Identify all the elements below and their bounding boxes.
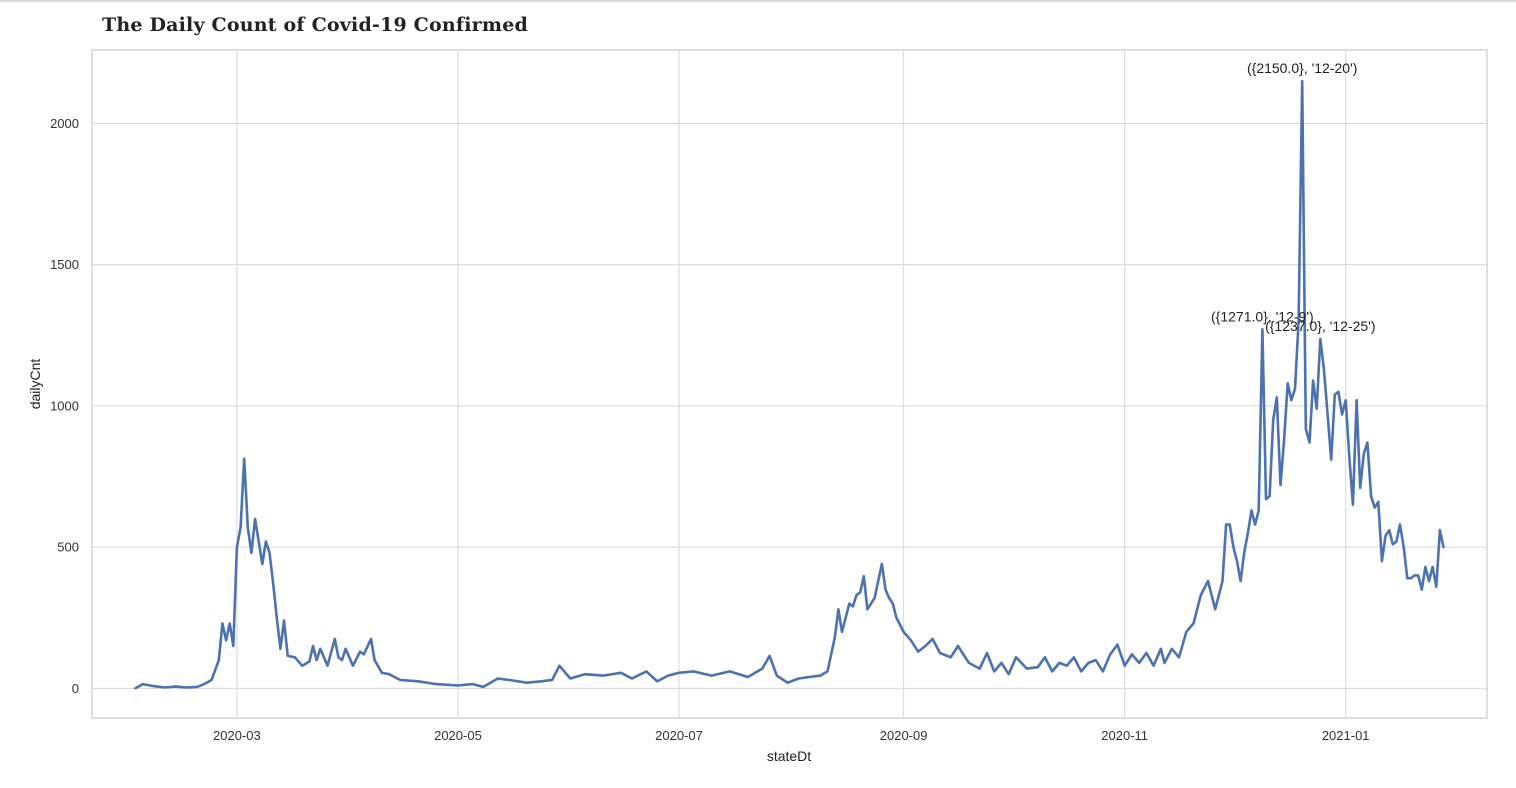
x-tick-label: 2021-01 [1322, 728, 1370, 743]
y-tick-labels: 0 500 1000 1500 2000 [50, 116, 79, 696]
y-tick-label: 2000 [50, 116, 79, 131]
peak-annotations: ({2150.0}, '12-20') ({1271.0}, '12-9')({1… [1211, 60, 1376, 334]
x-axis-label: stateDt [767, 748, 811, 764]
y-axis-label: dailyCnt [27, 359, 43, 410]
annotation-label: ({1271.0}, '12-9') [1211, 308, 1314, 324]
x-tick-label: 2020-05 [434, 728, 482, 743]
y-tick-label: 500 [57, 540, 79, 555]
annotation-label: ({2150.0}, '12-20') [1247, 60, 1357, 76]
top-border [0, 0, 1516, 2]
plot-frame [91, 49, 1488, 719]
y-tick-label: 0 [72, 681, 79, 696]
chart-title: The Daily Count of Covid-19 Confirmed [102, 14, 528, 36]
x-tick-label: 2020-07 [655, 728, 703, 743]
x-tick-label: 2020-11 [1101, 728, 1148, 743]
y-tick-label: 1500 [50, 257, 79, 272]
daily-count-line [134, 79, 1445, 690]
x-tick-labels: 2020-03 2020-05 2020-07 2020-09 2020-11 2021-… [213, 728, 1369, 743]
x-tick-label: 2020-09 [880, 728, 928, 743]
y-tick-label: 1000 [50, 398, 79, 413]
annotation-label: ({1237.0}, '12-25') [1265, 318, 1375, 334]
grid-lines [92, 50, 1487, 718]
x-tick-label: 2020-03 [213, 728, 261, 743]
